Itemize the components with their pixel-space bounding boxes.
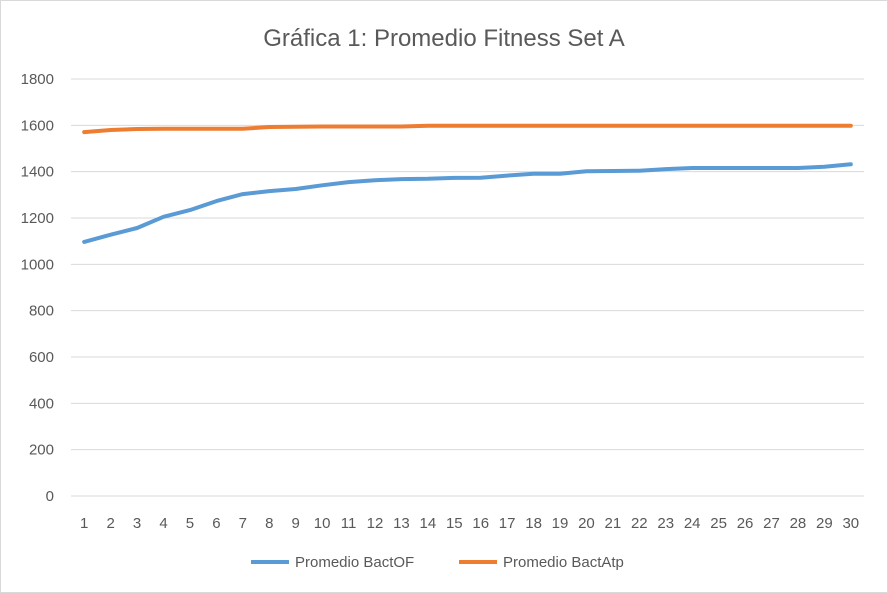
x-tick-label: 27 <box>763 515 780 532</box>
x-tick-label: 1 <box>80 515 88 532</box>
y-tick-label: 0 <box>46 488 54 505</box>
x-tick-label: 14 <box>420 515 437 532</box>
x-tick-label: 2 <box>106 515 114 532</box>
x-axis-ticks: 1 2 3 4 5 6 7 8 9 10 11 12 13 14 15 16 17 18 19 20 21 22 23 24 2… <box>80 515 859 532</box>
gridlines <box>71 78 864 497</box>
y-axis-ticks: 0 200 400 600 800 1000 1200 1400 1600 1800 <box>21 71 54 505</box>
x-tick-label: 15 <box>446 515 463 532</box>
series-lines <box>82 123 853 244</box>
y-tick-label: 400 <box>29 395 54 412</box>
legend: Promedio BactOF Promedio BactAtp <box>251 554 624 571</box>
y-tick-label: 1400 <box>21 164 54 181</box>
x-tick-label: 7 <box>239 515 247 532</box>
x-tick-label: 19 <box>552 515 569 532</box>
y-tick-label: 1600 <box>21 117 54 134</box>
x-tick-label: 8 <box>265 515 273 532</box>
series-line-1 <box>82 162 853 244</box>
x-tick-label: 21 <box>605 515 622 532</box>
x-tick-label: 10 <box>314 515 331 532</box>
chart-title: Gráfica 1: Promedio Fitness Set A <box>263 25 625 52</box>
x-tick-label: 16 <box>472 515 489 532</box>
x-tick-label: 20 <box>578 515 595 532</box>
y-tick-label: 1000 <box>21 256 54 273</box>
x-tick-label: 11 <box>341 515 357 532</box>
x-tick-label: 29 <box>816 515 833 532</box>
y-tick-label: 600 <box>29 349 54 366</box>
x-tick-label: 28 <box>790 515 807 532</box>
y-tick-label: 1200 <box>21 210 54 227</box>
x-tick-label: 13 <box>393 515 410 532</box>
x-tick-label: 3 <box>133 515 141 532</box>
x-tick-label: 4 <box>159 515 167 532</box>
x-tick-label: 12 <box>367 515 384 532</box>
x-tick-label: 24 <box>684 515 701 532</box>
x-tick-label: 9 <box>292 515 300 532</box>
x-tick-label: 18 <box>525 515 542 532</box>
x-tick-label: 5 <box>186 515 194 532</box>
x-tick-label: 17 <box>499 515 516 532</box>
y-tick-label: 200 <box>29 442 54 459</box>
legend-label-2: Promedio BactAtp <box>503 554 624 571</box>
legend-label-1: Promedio BactOF <box>295 554 414 571</box>
x-tick-label: 6 <box>212 515 220 532</box>
y-tick-label: 800 <box>29 303 54 320</box>
x-tick-label: 25 <box>710 515 727 532</box>
x-tick-label: 22 <box>631 515 648 532</box>
series-line-2 <box>82 123 853 135</box>
x-tick-label: 26 <box>737 515 754 532</box>
x-tick-label: 30 <box>842 515 859 532</box>
x-tick-label: 23 <box>657 515 674 532</box>
y-tick-label: 1800 <box>21 71 54 88</box>
